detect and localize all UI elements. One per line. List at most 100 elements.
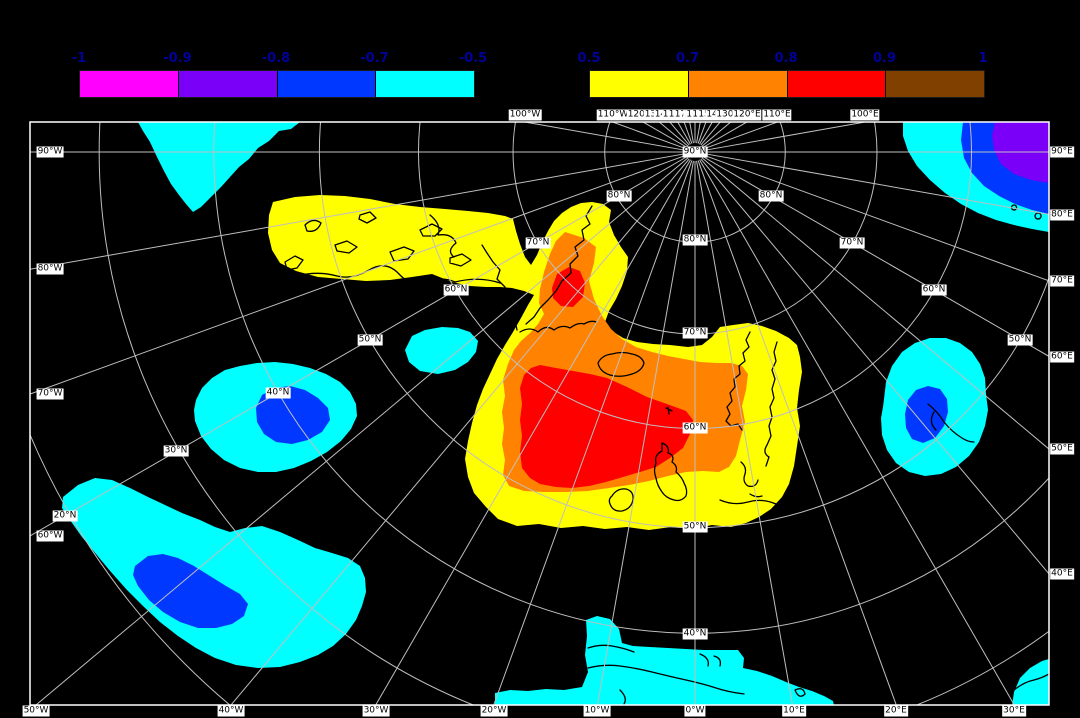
grid-label: 50°N: [1007, 334, 1033, 346]
grid-label: 80°W: [36, 263, 64, 275]
grid-label: 40°E: [1050, 568, 1074, 580]
region-mediterranean-negative: [495, 616, 834, 705]
grid-label: 60°W: [36, 530, 64, 542]
colorbar-tick-label: -0.5: [458, 51, 488, 66]
grid-label: 20°N: [52, 510, 78, 522]
colorbar-segment-orange: [688, 71, 788, 97]
meridian-line-20: [697, 160, 897, 705]
meridian-line-40: [700, 158, 1049, 575]
coast-severnaya-marks: [1010, 204, 1042, 220]
grid-label: 0°W: [684, 705, 706, 717]
colorbar-segment-yellow: [590, 71, 689, 97]
grid-label: 40°N: [682, 628, 708, 640]
colorbar-tick-label: 1: [978, 51, 988, 66]
colorbar-tick-label: 0.9: [872, 51, 897, 66]
grid-label: 60°N: [443, 284, 469, 296]
meridian-line--20: [493, 160, 693, 705]
grid-label: 60°N: [682, 422, 708, 434]
grid-label: 10°W: [583, 705, 611, 717]
meridian-line--110: [611, 122, 687, 150]
meridian-line--30: [375, 159, 691, 705]
grid-label: 70°N: [839, 237, 865, 249]
meridian-line-80: [703, 153, 1049, 215]
grid-label: 90°N: [682, 146, 708, 158]
colorbar-tick-label: -0.9: [163, 51, 192, 66]
colorbar-segment-brown: [886, 71, 984, 97]
meridian-line-50: [701, 157, 1049, 450]
grid-label: 50°N: [357, 334, 383, 346]
grid-label: 10°E: [782, 705, 806, 717]
coast-great-britain: [653, 442, 688, 502]
grid-label: 80°N: [606, 190, 632, 202]
meridian-line--40: [230, 158, 690, 705]
meridian-line-60: [702, 156, 1049, 357]
region-kara-sea-negative-blue-core: [905, 386, 948, 443]
meridian-line--80: [30, 153, 687, 270]
meridian-line--50: [35, 157, 689, 705]
grid-label: 100°E: [850, 109, 880, 121]
colorbar-segment-red: [787, 71, 887, 97]
coast-greenland-east: [525, 205, 593, 325]
positive-colorbar: [589, 70, 985, 98]
grid-label: 70°N: [682, 327, 708, 339]
grid-label: 30°N: [163, 445, 189, 457]
grid-label: 60°N: [921, 284, 947, 296]
meridian-line--100: [521, 122, 687, 151]
region-subtropical-atlantic-negative-blue-core: [133, 554, 248, 628]
coast-ireland: [608, 488, 634, 512]
map-frame: [29, 121, 1050, 706]
colorbar-tick-label: -0.7: [360, 51, 389, 66]
region-caspian-corner-negative: [1012, 659, 1049, 705]
region-subtropical-atlantic-negative-cyan: [62, 478, 366, 668]
coast-norway-west: [725, 331, 751, 431]
grid-label: 130°E: [715, 109, 745, 121]
coast-greenland-south: [519, 320, 597, 333]
colorbar-tick-label: 0.7: [675, 51, 700, 66]
grid-label: 80°N: [758, 190, 784, 202]
coast-canada-mainland: [276, 265, 501, 285]
grid-label: 110°W: [596, 109, 630, 121]
coast-baltic-south: [719, 499, 803, 507]
grid-label: 20°W: [480, 705, 508, 717]
meridian-line-70: [703, 154, 1049, 282]
colorbar-tick-label: -0.8: [261, 51, 291, 66]
grid-label: 50°N: [682, 521, 708, 533]
coast-greenland-west: [481, 244, 518, 331]
grid-label: 30°E: [1002, 705, 1026, 717]
grid-label: 90°E: [1050, 146, 1074, 158]
colorbar-tick-label: 0.5: [577, 51, 601, 66]
grid-label: 60°E: [1050, 351, 1074, 363]
negative-colorbar: [79, 70, 475, 98]
region-azores-small-negative: [405, 327, 478, 374]
grid-label: 50°W: [22, 705, 50, 717]
meridian-line-10: [696, 160, 794, 705]
grid-label: 70°E: [1050, 275, 1074, 287]
anomaly-fills: [62, 122, 1049, 705]
meridian-line--120: [642, 122, 688, 148]
coast-iceland: [597, 351, 645, 377]
grid-label: 90°W: [36, 146, 64, 158]
region-east-greenland-red-spot: [552, 267, 585, 307]
colorbar-segment-magenta: [80, 71, 179, 97]
colorbar-tick-label: 0.8: [774, 51, 798, 66]
grid-label: 40°N: [265, 387, 291, 399]
meridian-line--140: [669, 122, 690, 146]
grid-label: 80°N: [682, 234, 708, 246]
grid-label: 120°E: [732, 109, 762, 121]
meridian-line--10: [596, 160, 694, 705]
meridian-line-30: [699, 159, 1015, 705]
coast-caspian: [1013, 673, 1049, 691]
coast-north-africa: [587, 664, 745, 695]
meridian-line--60: [30, 156, 688, 537]
region-greenland-north-wedge-negative: [138, 122, 300, 212]
coast-sweden-baltic: [764, 341, 778, 467]
meridian-line--70: [30, 154, 687, 395]
grid-label: 50°E: [1050, 443, 1074, 455]
grid-label: 110°E: [762, 109, 792, 121]
colorbar-segment-cyan: [376, 71, 474, 97]
grid-label: 100°W: [508, 109, 542, 121]
grid-label: 80°E: [1050, 209, 1074, 221]
colorbar-segment-violet: [178, 71, 278, 97]
